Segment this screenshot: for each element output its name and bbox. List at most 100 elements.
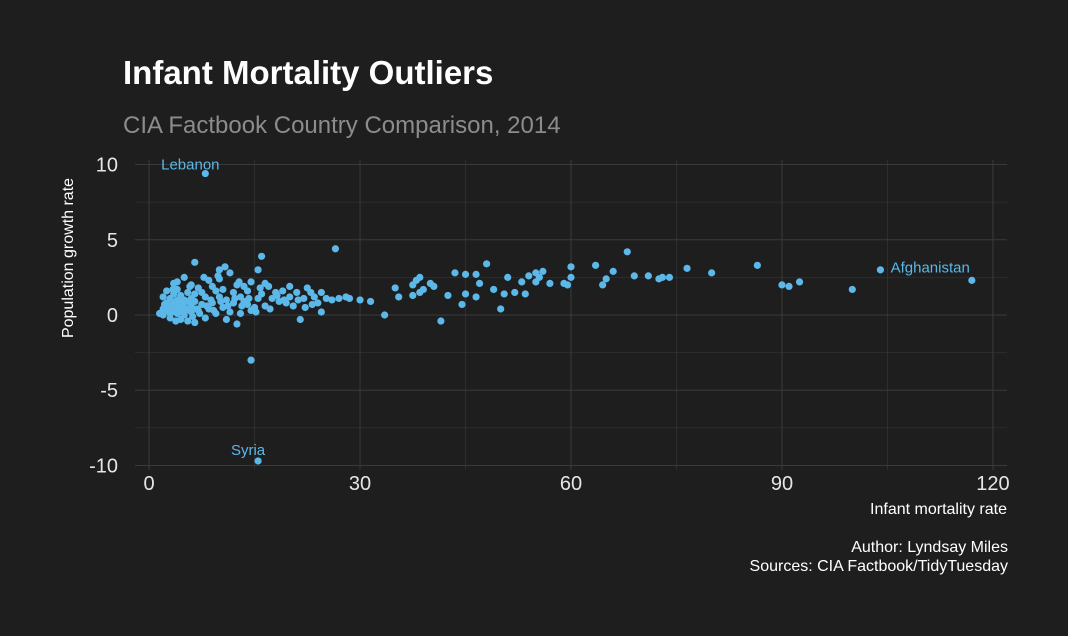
data-point [708,269,716,277]
data-point [169,285,177,294]
data-point [184,288,192,297]
data-point [210,306,218,315]
annotation-label: Afghanistan [891,259,970,276]
data-point [219,285,227,294]
data-point [166,314,174,322]
data-point [226,308,234,316]
data-point [592,261,600,269]
data-point [235,278,243,286]
data-point [525,272,533,280]
data-point [193,305,201,313]
data-point [167,308,176,316]
y-axis-title: Population growth rate [60,178,77,338]
data-point [795,278,804,286]
chart-caption: Author: Lyndsay Miles Sources: CIA Factb… [750,538,1008,576]
data-point [567,263,575,271]
data-point [381,311,389,319]
data-point [451,269,459,277]
x-tick-label: 60 [560,473,582,495]
data-point [366,297,375,306]
data-point [778,281,786,289]
data-point [785,282,793,291]
data-point [273,291,281,300]
data-point [172,317,180,325]
data-point [497,305,505,313]
x-tick-label: 30 [349,473,371,495]
data-point [222,296,231,304]
data-point [200,273,208,281]
x-tick-label: 0 [144,473,155,495]
data-point [560,279,568,287]
data-point [328,296,336,304]
data-point [303,284,311,292]
data-point [314,299,322,307]
data-point [231,294,239,303]
data-point [532,269,540,277]
data-point [186,282,194,291]
annotation-label: Syria [231,442,266,459]
y-tick-label: 5 [107,230,118,252]
data-point [238,302,246,310]
data-point [655,275,663,283]
data-point [189,312,197,321]
data-points [156,169,976,465]
data-point [335,294,343,303]
chart-title: Infant Mortality Outliers [123,54,494,91]
data-point [342,293,350,301]
data-point [247,356,255,364]
data-point [317,288,325,297]
data-point [179,297,187,306]
data-point [289,302,297,310]
caption-author: Author: Lyndsay Miles [851,539,1008,556]
data-point [217,297,225,306]
data-point [532,278,540,286]
data-point [226,269,234,277]
data-point [602,275,610,283]
data-point [609,267,617,275]
data-point [184,317,192,325]
data-point [222,315,231,324]
data-point [160,300,169,309]
x-axis-title: Infant mortality rate [870,501,1007,518]
data-point [240,282,248,291]
data-point [308,300,316,309]
data-point [472,270,480,278]
x-tick-label: 90 [771,473,793,495]
data-point [221,263,229,271]
data-point [458,300,466,309]
data-point [163,287,171,295]
data-point [293,288,301,297]
data-point [191,258,199,266]
data-point [322,294,330,303]
data-point [848,285,856,294]
data-point [201,169,209,178]
data-point [665,273,674,281]
data-point [301,303,309,312]
data-point [191,318,199,327]
data-point [254,457,262,465]
data-point [254,266,262,274]
data-point [567,273,575,281]
data-point [504,273,512,281]
y-tick-label: 0 [107,305,118,327]
y-axis-ticks: -10 -5 0 5 10 [89,155,118,478]
data-point [296,315,304,324]
data-point [444,291,452,300]
data-point [644,272,652,280]
point-annotations: Lebanon Syria Afghanistan [161,157,970,459]
data-point [876,266,885,274]
data-point [215,266,223,274]
data-point [254,294,262,303]
data-point [472,293,480,301]
data-point [159,293,167,301]
y-tick-label: 10 [96,155,118,177]
data-point [252,308,260,316]
data-point [395,293,403,301]
data-point [175,305,183,313]
y-tick-label: -5 [100,380,118,402]
data-point [194,284,202,292]
chart-subtitle: CIA Factbook Country Comparison, 2014 [123,112,561,139]
data-point [391,284,399,292]
data-point [500,290,508,298]
